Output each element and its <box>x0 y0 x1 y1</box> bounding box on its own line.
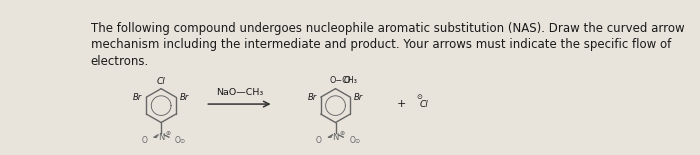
Text: O: O <box>343 76 350 85</box>
Text: O: O <box>175 136 181 145</box>
Text: Br: Br <box>307 93 317 102</box>
Text: ⊕: ⊕ <box>340 131 345 136</box>
Text: O: O <box>141 136 147 145</box>
Text: N: N <box>158 133 164 142</box>
Text: O: O <box>316 136 321 145</box>
Text: Br: Br <box>354 93 363 102</box>
Text: N: N <box>332 133 339 142</box>
Text: Cl: Cl <box>419 100 428 109</box>
Text: Br: Br <box>180 93 189 102</box>
Text: Cl: Cl <box>157 77 165 86</box>
Text: The following compound undergoes nucleophile aromatic substitution (NAS). Draw t: The following compound undergoes nucleop… <box>90 22 684 68</box>
Text: ⊕: ⊕ <box>165 131 171 136</box>
Text: ⊙: ⊙ <box>180 139 185 144</box>
Text: NaO—CH₃: NaO—CH₃ <box>216 88 263 97</box>
Text: ⊙: ⊙ <box>416 94 422 100</box>
Text: O: O <box>349 136 356 145</box>
Text: O−CH₃: O−CH₃ <box>329 76 357 85</box>
Text: +: + <box>397 99 406 109</box>
Text: ⊙: ⊙ <box>354 139 359 144</box>
Text: Br: Br <box>133 93 143 102</box>
